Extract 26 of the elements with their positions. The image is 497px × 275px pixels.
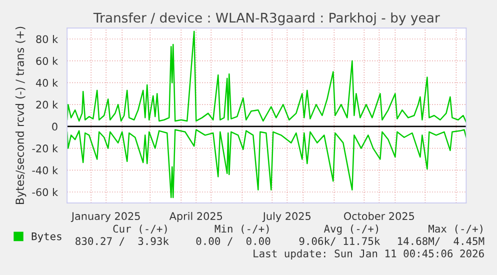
line-series: [67, 30, 466, 123]
text: Avg (-/+): [324, 224, 378, 235]
y-axis-title: Bytes/second rcvd (-) / trans (+): [15, 26, 26, 204]
text: 830.27 / 3.93k: [76, 236, 169, 246]
y-tick-label: -40 k: [32, 166, 58, 174]
text: 9.06k/ 11.75k: [299, 236, 380, 246]
y-tick-label: 60 k: [36, 56, 58, 65]
text: Min (-/+): [214, 224, 269, 234]
y-tick-label: 20 k: [36, 100, 58, 109]
text: 0.00 / 0.00: [196, 237, 270, 246]
y-tick-label: 0: [52, 122, 58, 131]
chart-title: Transfer / device : WLAN-R3gaard : Parkhoj - by year: [93, 12, 440, 26]
x-tick-label: October 2025: [344, 212, 414, 220]
text: Last update: Sun Jan 11 00:45:06 2026: [254, 249, 484, 260]
text: Cur (-/+): [113, 224, 167, 234]
x-tick-label: April 2025: [169, 212, 222, 222]
x-tick-label: July 2025: [262, 212, 311, 222]
text: 14.68M/ 4.45M: [398, 237, 484, 246]
y-tick-label: 80 k: [36, 35, 58, 44]
x-tick-label: January 2025: [70, 212, 140, 222]
y-tick-label: -60 k: [32, 188, 58, 196]
line-series: [67, 129, 466, 198]
text: Max (-/+): [428, 224, 482, 234]
y-tick-label: -20 k: [32, 144, 58, 152]
legend-label: Bytes: [32, 232, 62, 242]
y-tick-label: 40 k: [36, 78, 58, 87]
